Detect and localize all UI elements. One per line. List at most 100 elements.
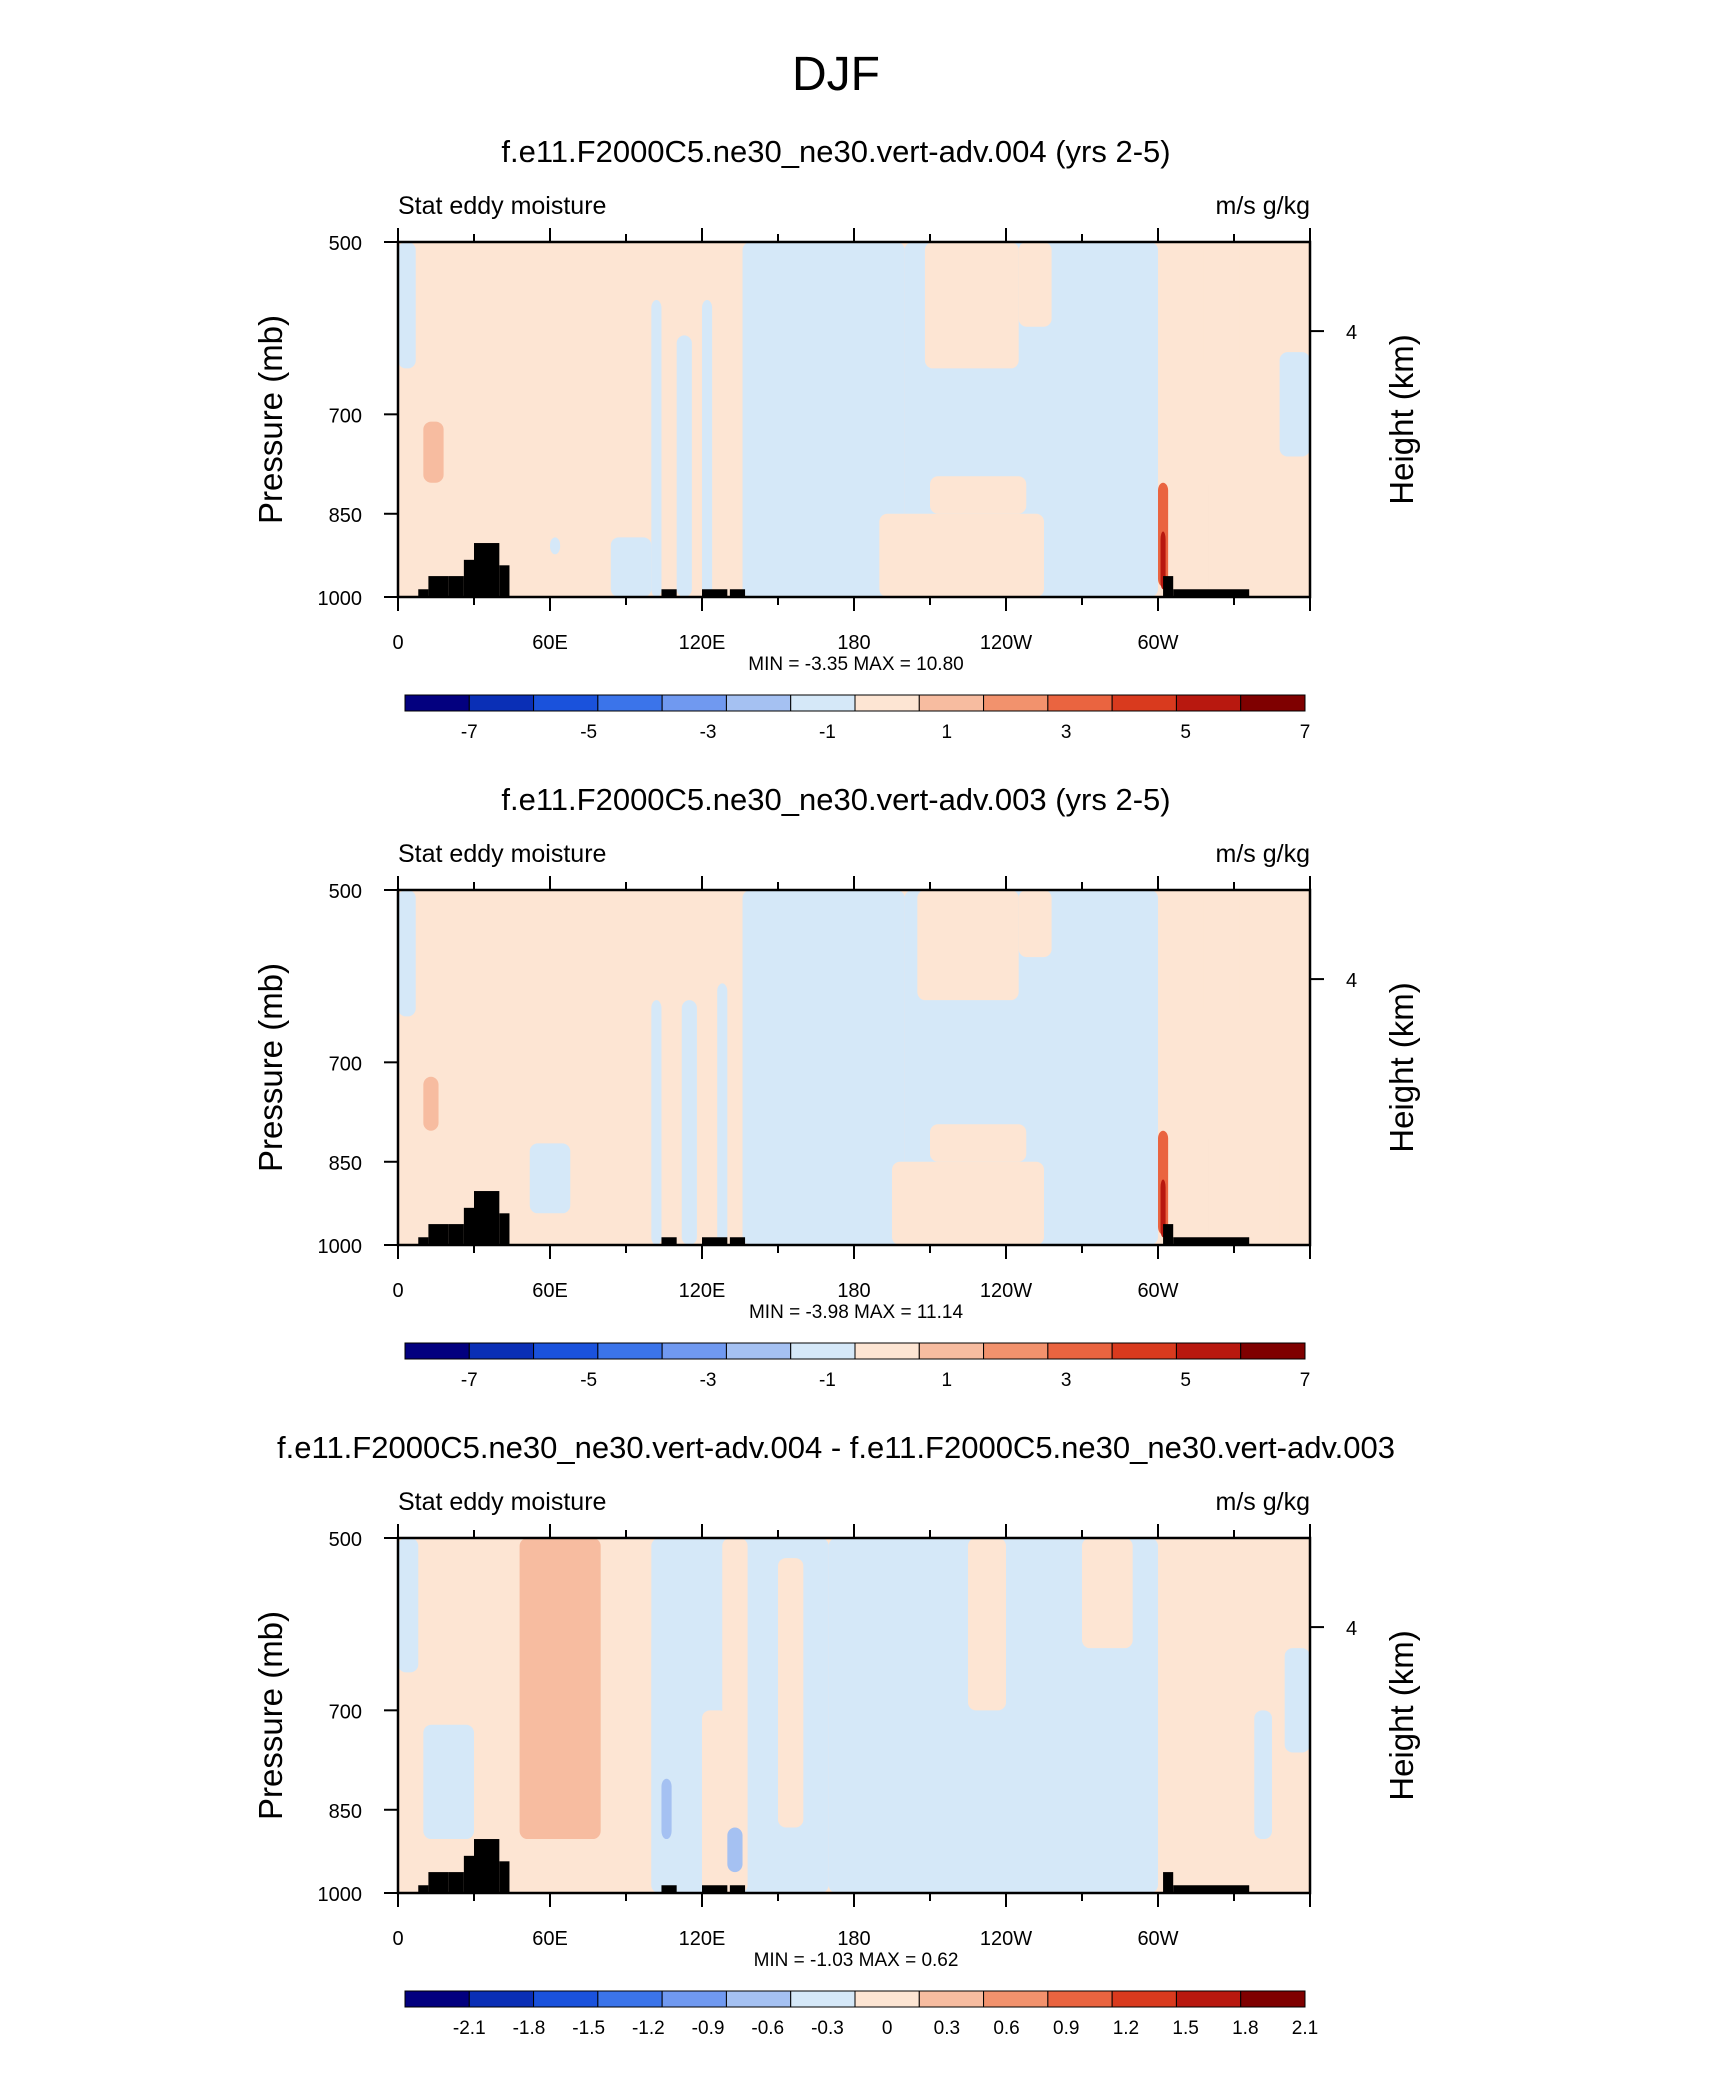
colorbar-box [854, 1990, 920, 2008]
contour-region [917, 890, 1019, 1001]
contour-region [702, 1710, 728, 1893]
land-mask [729, 1237, 746, 1245]
colorbar-box [533, 1990, 599, 2008]
y-tick-label: 700 [329, 1053, 362, 1075]
colorbar-box [725, 694, 792, 712]
land-mask [1173, 1885, 1250, 1893]
land-mask [463, 559, 474, 597]
contour-region [398, 890, 416, 1017]
contour-region [529, 1143, 571, 1214]
colorbar-label: 1.8 [1232, 2018, 1258, 2039]
panel-variable-label: Stat eddy moisture [398, 840, 606, 868]
land-mask [448, 1224, 464, 1245]
y-tick-label: 700 [329, 1701, 362, 1723]
contour-region [1082, 1538, 1133, 1649]
colorbar-box [597, 1990, 663, 2008]
colorbar-box [790, 694, 856, 712]
y-axis-label: Pressure (mb) [252, 1611, 289, 1820]
colorbar-label: 1.5 [1172, 2018, 1198, 2039]
colorbar-box [983, 1342, 1049, 1360]
colorbar-label: 1.2 [1113, 2018, 1139, 2039]
contour-region [610, 537, 652, 597]
x-tick-label: 0 [392, 1928, 403, 1950]
colorbar-box [597, 1342, 663, 1360]
contour-field [398, 890, 1310, 1245]
colorbar-label: 5 [1180, 722, 1191, 743]
colorbar-box [1240, 694, 1306, 712]
contour-region [968, 1538, 1006, 1711]
stats-label: MIN = -3.35 MAX = 10.80 [748, 654, 963, 675]
x-tick-label: 120E [679, 1928, 726, 1950]
chart-panel-2: f.e11.F2000C5.ne30_ne30.vert-adv.003 (yr… [252, 782, 1420, 1391]
contour-region [676, 335, 692, 597]
contour-region [930, 476, 1027, 514]
land-mask [428, 576, 449, 597]
colorbar-label: -1 [819, 1370, 836, 1391]
contour-region [778, 1558, 804, 1828]
land-mask [1163, 1224, 1174, 1245]
contour-region [1018, 890, 1052, 958]
land-mask [702, 589, 728, 597]
contour-region [423, 1724, 474, 1840]
contour-region [727, 1827, 743, 1873]
contour-region [423, 421, 444, 483]
contour-region [722, 1538, 748, 1893]
colorbar-box [1111, 1990, 1177, 2008]
colorbar-box [1047, 1990, 1113, 2008]
colorbar-box [790, 1342, 856, 1360]
colorbar-label: -5 [580, 1370, 597, 1391]
land-mask [702, 1885, 728, 1893]
contour-region [1203, 242, 1240, 369]
contour-region [651, 1000, 662, 1245]
land-mask [1173, 589, 1250, 597]
land-mask [499, 1861, 510, 1893]
contour-region [1160, 531, 1166, 590]
land-mask [1163, 576, 1174, 597]
y2-axis-label: Height (km) [1383, 982, 1420, 1153]
contour-region [519, 1538, 601, 1840]
colorbar-box [661, 1342, 727, 1360]
contour-region [892, 1161, 1044, 1245]
x-tick-label: 120E [679, 1280, 726, 1302]
x-tick-label: 120W [980, 1280, 1032, 1302]
contour-region [828, 1538, 1158, 1893]
colorbar-box [661, 694, 727, 712]
contour-region [398, 1538, 419, 1673]
panels: f.e11.F2000C5.ne30_ne30.vert-adv.004 (yr… [252, 134, 1420, 2039]
contour-region [1272, 890, 1310, 949]
land-mask [418, 1885, 429, 1893]
colorbar-box [790, 1990, 856, 2008]
contour-region [924, 242, 1019, 369]
colorbar-box [918, 694, 985, 712]
colorbar-label: -1.8 [513, 2018, 546, 2039]
colorbar-box [404, 694, 470, 712]
colorbar-label: -2.1 [453, 2018, 486, 2039]
x-tick-label: 180 [837, 1928, 870, 1950]
contour-region [717, 983, 728, 1245]
x-tick-label: 60W [1137, 1928, 1178, 1950]
y-tick-label: 1000 [318, 1236, 363, 1258]
y-tick-label: 700 [329, 405, 362, 427]
land-mask [702, 1237, 728, 1245]
land-mask [661, 589, 677, 597]
colorbar-box [661, 1990, 727, 2008]
x-tick-label: 60W [1137, 632, 1178, 654]
contour-region [1254, 1710, 1272, 1840]
contour-region [1203, 890, 1240, 1017]
colorbar-label: -7 [461, 722, 478, 743]
colorbar-box [404, 1990, 470, 2008]
y2-axis-label: Height (km) [1383, 334, 1420, 505]
land-mask [463, 1855, 474, 1893]
colorbar-box [468, 1342, 535, 1360]
panel-units-label: m/s g/kg [1216, 840, 1310, 868]
land-mask [729, 1885, 746, 1893]
contour-region [879, 513, 1044, 597]
x-tick-label: 120W [980, 1928, 1032, 1950]
y-axis-label: Pressure (mb) [252, 315, 289, 524]
land-mask [1163, 1872, 1174, 1893]
colorbar-label: -5 [580, 722, 597, 743]
contour-region [398, 242, 416, 369]
colorbar-box [468, 1990, 535, 2008]
colorbar-label: -0.9 [692, 2018, 725, 2039]
